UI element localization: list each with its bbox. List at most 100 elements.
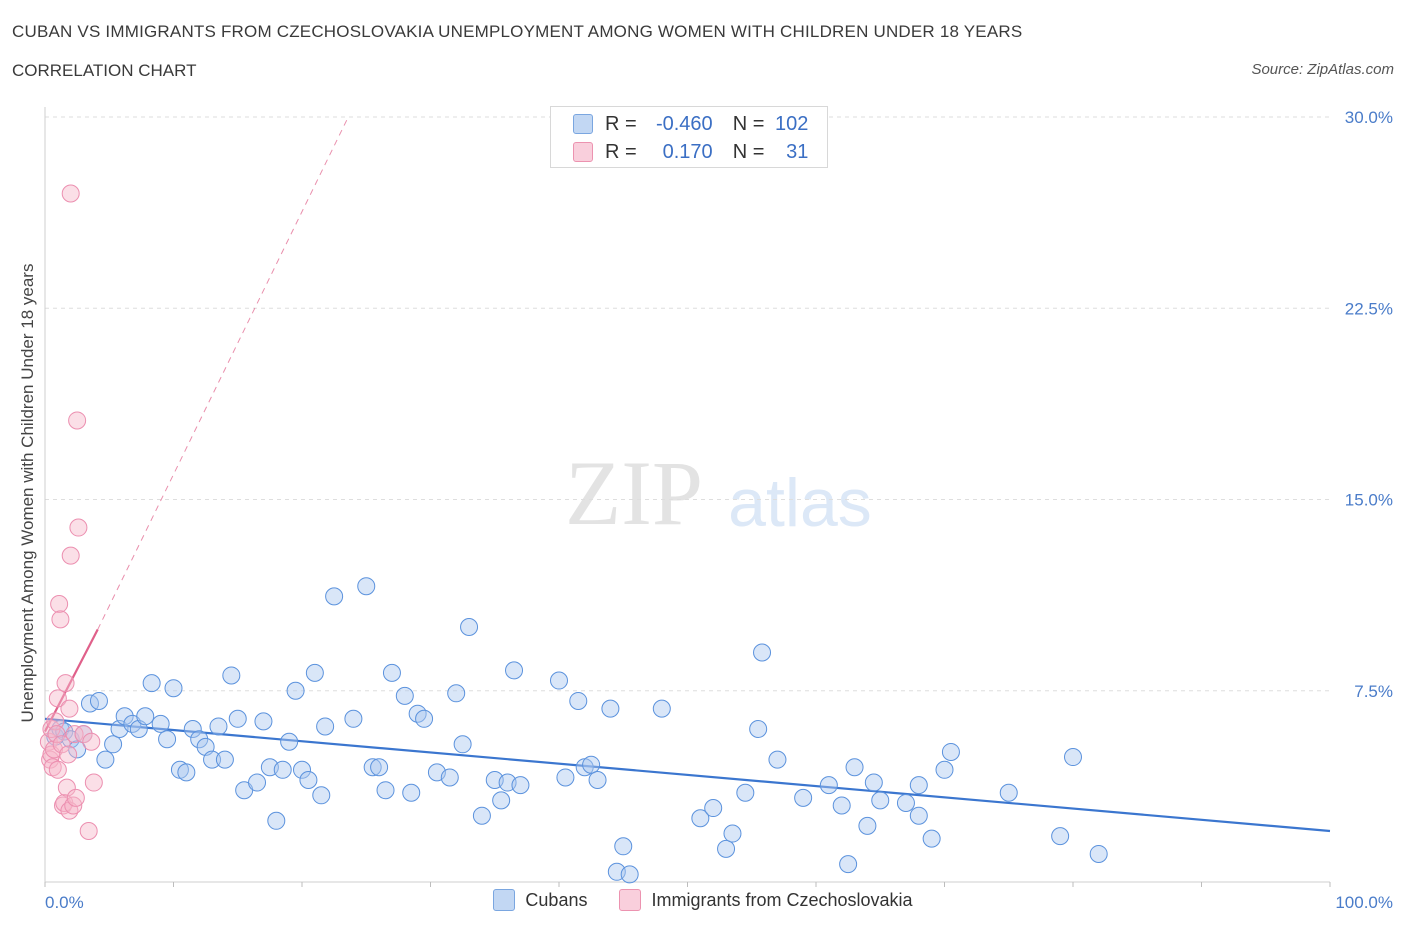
data-point-cubans: [723, 824, 742, 843]
data-point-cubans: [460, 618, 479, 636]
data-point-cubans: [999, 783, 1018, 802]
series-swatch-czech: [619, 889, 642, 911]
legend-row-cubans: R = -0.460 N = 102: [573, 112, 808, 136]
data-point-czech: [61, 546, 80, 565]
series-label-czech: Immigrants from Czechoslovakia: [651, 889, 913, 910]
data-point-czech: [56, 674, 75, 693]
legend-row-czech: R = 0.170 N = 31: [573, 140, 808, 164]
series-legend: Cubans Immigrants from Czechoslovakia: [0, 889, 1406, 911]
data-point-cubans: [440, 768, 459, 787]
data-point-cubans: [415, 709, 434, 728]
legend-n-value: 31: [786, 140, 809, 163]
data-point-cubans: [325, 587, 344, 606]
y-tick-label: 15.0%: [1345, 491, 1393, 510]
series-label-cubans: Cubans: [525, 889, 588, 910]
legend-r-label: R =: [605, 112, 637, 135]
data-point-cubans: [142, 674, 161, 693]
data-point-cubans: [395, 686, 414, 705]
data-point-cubans: [293, 760, 311, 779]
data-point-cubans: [344, 709, 363, 728]
data-point-cubans: [505, 661, 524, 680]
legend-r-value: 0.170: [662, 140, 713, 163]
data-point-cubans: [601, 699, 620, 718]
data-point-cubans: [864, 773, 883, 792]
data-point-cubans: [312, 786, 331, 805]
data-point-cubans: [89, 691, 108, 710]
y-tick-label: 30.0%: [1345, 108, 1393, 127]
data-point-cubans: [556, 768, 575, 787]
data-point-cubans: [299, 771, 318, 789]
correlation-legend: R = -0.460 N = 102 R = 0.170 N = 31: [550, 106, 828, 168]
data-point-cubans: [614, 837, 633, 856]
data-point-czech: [79, 822, 98, 840]
data-point-cubans: [447, 684, 466, 703]
trend-lines: [44, 116, 1331, 833]
data-point-cubans: [248, 773, 267, 792]
data-point-cubans: [222, 666, 241, 685]
series-legend-cubans: Cubans: [493, 889, 587, 911]
trend-line-czech-extended: [97, 116, 349, 630]
data-point-cubans: [215, 750, 234, 769]
watermark-zip: ZIP: [565, 442, 703, 544]
chart-subtitle: CORRELATION CHART: [12, 61, 197, 80]
data-point-cubans: [492, 791, 511, 810]
data-point-cubans: [749, 720, 768, 738]
data-point-czech: [68, 411, 87, 430]
data-point-cubans: [819, 776, 838, 795]
data-point-czech: [51, 610, 70, 629]
x-tick-label-max: 100.0%: [1335, 893, 1393, 912]
data-point-cubans: [273, 760, 292, 779]
data-point-czech: [69, 518, 88, 537]
legend-n-label: N =: [732, 112, 765, 135]
legend-n-label: N =: [732, 140, 765, 163]
data-point-cubans: [472, 806, 491, 825]
data-point-cubans: [511, 776, 530, 795]
data-point-cubans: [871, 791, 890, 810]
data-point-cubans: [736, 783, 755, 802]
data-point-cubans: [376, 781, 395, 800]
data-point-cubans: [453, 735, 472, 754]
series-legend-czech: Immigrants from Czechoslovakia: [619, 889, 913, 911]
data-point-cubans: [858, 816, 877, 835]
data-point-czech: [57, 778, 76, 797]
data-point-cubans: [909, 806, 928, 825]
data-point-cubans: [370, 758, 389, 777]
series-swatch-cubans: [493, 889, 516, 911]
data-point-cubans: [209, 717, 228, 736]
y-tick-labels: 7.5% 15.0% 22.5% 30.0%: [1345, 108, 1393, 701]
data-point-cubans: [115, 707, 134, 726]
data-point-cubans: [305, 663, 324, 682]
watermark-atlas: atlas: [728, 465, 872, 541]
data-point-cubans: [652, 699, 671, 718]
data-point-cubans: [286, 681, 305, 700]
data-point-cubans: [316, 717, 335, 736]
data-point-czech: [48, 760, 67, 779]
data-point-cubans: [402, 783, 421, 802]
data-point-czech: [46, 712, 65, 731]
data-point-cubans: [280, 732, 299, 751]
x-tick-label-min: 0.0%: [45, 893, 84, 912]
data-point-cubans: [845, 758, 864, 777]
data-point-cubans: [382, 663, 401, 682]
legend-n-value: 102: [775, 112, 809, 135]
data-point-czech: [50, 595, 69, 614]
gridlines: [45, 116, 1330, 692]
data-point-cubans: [704, 799, 723, 818]
data-point-cubans: [832, 796, 851, 815]
data-point-cubans: [177, 763, 196, 782]
legend-swatch-czech: [573, 142, 593, 162]
data-point-cubans: [896, 793, 915, 812]
watermark: ZIP atlas: [565, 442, 872, 544]
data-point-czech: [84, 773, 103, 792]
legend-r-value: -0.460: [655, 112, 713, 135]
data-point-czech: [61, 184, 80, 203]
data-point-cubans: [357, 577, 376, 596]
data-point-cubans: [691, 809, 710, 828]
data-point-cubans: [588, 771, 607, 789]
chart-title: CUBAN VS IMMIGRANTS FROM CZECHOSLOVAKIA …: [12, 22, 1023, 41]
data-point-cubans: [768, 750, 787, 769]
legend-r-label: R =: [605, 140, 637, 163]
data-point-cubans: [158, 730, 177, 749]
data-point-cubans: [136, 707, 155, 726]
